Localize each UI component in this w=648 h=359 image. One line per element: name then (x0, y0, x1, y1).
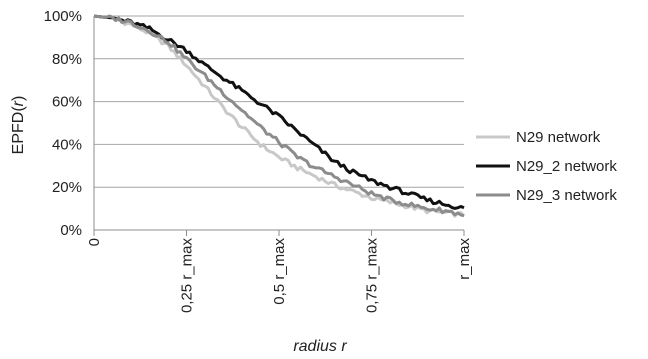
axes (93, 16, 465, 236)
x-tick-label: r_max (456, 238, 473, 280)
y-tick-label: 0% (60, 222, 82, 239)
y-tick-label: 60% (52, 94, 82, 111)
x-tick-label: 0 (86, 238, 103, 246)
y-tick-labels: 0% 20% 40% 60% 80% 100% (44, 8, 82, 239)
x-axis-title: radius r (293, 338, 347, 355)
legend-label: N29_2 network (516, 158, 617, 175)
series-line-2 (93, 14, 465, 210)
legend-label: N29 network (516, 129, 601, 146)
y-axis-title: EPFD(r) (10, 96, 27, 155)
x-tick-label: 0,25 r_max (179, 238, 196, 314)
y-tick-label: 20% (52, 179, 82, 196)
x-tick-label: 0,75 r_max (364, 238, 381, 314)
legend-label: N29_3 network (516, 187, 617, 204)
y-tick-label: 100% (44, 8, 82, 25)
legend: N29 network N29_2 network N29_3 network (476, 129, 617, 204)
x-tick-label: 0,5 r_max (271, 238, 288, 305)
series-lines (93, 14, 466, 218)
gridlines (94, 15, 464, 231)
series-line-3 (93, 14, 465, 218)
x-tick-labels: 0 0,25 r_max 0,5 r_max 0,75 r_max r_max (86, 238, 473, 314)
y-tick-label: 80% (52, 51, 82, 68)
y-tick-label: 40% (52, 136, 82, 153)
